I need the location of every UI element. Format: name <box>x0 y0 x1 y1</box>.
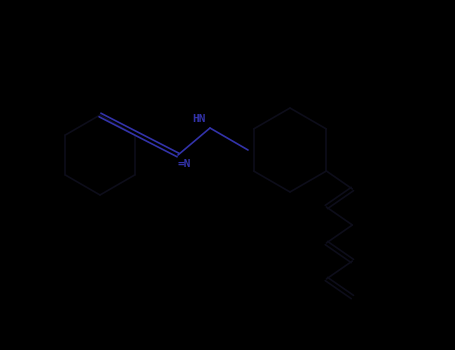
Text: HN: HN <box>192 114 206 124</box>
Text: =N: =N <box>178 159 192 169</box>
